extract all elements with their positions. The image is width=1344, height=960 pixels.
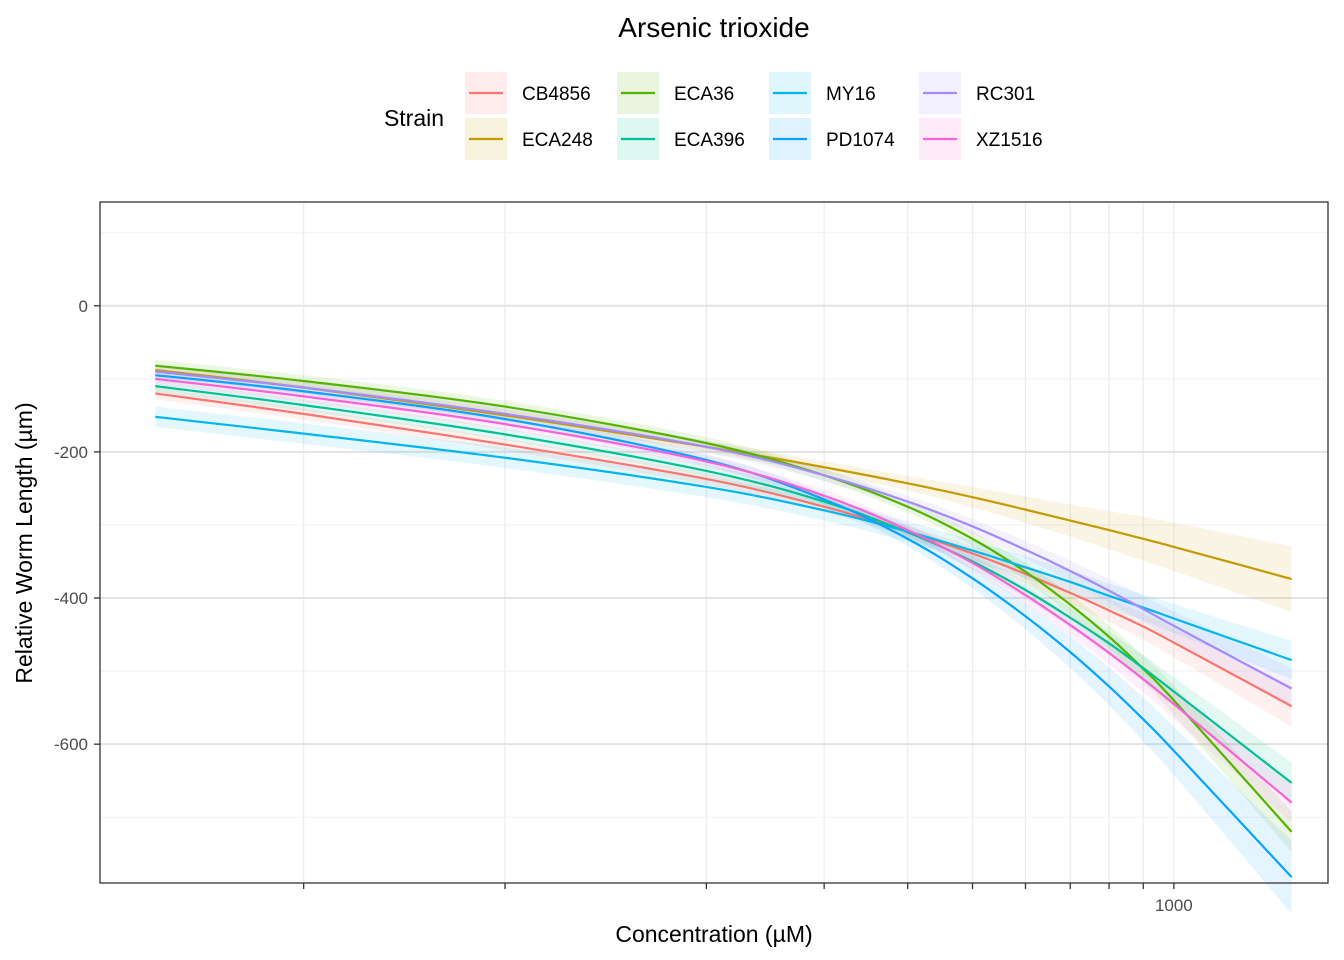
x-axis: 1000	[303, 883, 1193, 915]
y-axis: 0 -200 -400 -600	[54, 297, 100, 754]
x-axis-title: Concentration (µM)	[615, 921, 812, 947]
ribbon-ECA248	[155, 364, 1292, 612]
ribbon-PD1074	[155, 369, 1292, 914]
x-tick-label-0: 1000	[1155, 896, 1193, 915]
legend-label-PD1074: PD1074	[826, 130, 895, 151]
legend-label-ECA248: ECA248	[522, 130, 593, 151]
legend: Strain CB4856 ECA248 ECA36 ECA396 MY16 PD1074…	[384, 72, 1043, 160]
legend-title: Strain	[384, 105, 444, 131]
legend-label-CB4856: CB4856	[522, 84, 591, 105]
y-axis-title: Relative Worm Length (µm)	[11, 402, 37, 683]
y-tick-label-2: -400	[54, 589, 88, 608]
series-line-PD1074	[155, 374, 1293, 878]
y-tick-label-1: -200	[54, 443, 88, 462]
legend-label-ECA396: ECA396	[674, 130, 745, 151]
panel-border	[99, 201, 1329, 884]
plot-panel	[99, 201, 1329, 914]
ribbon-XZ1516	[155, 372, 1292, 824]
confidence-ribbons	[155, 359, 1292, 914]
y-tick-label-3: -600	[54, 735, 88, 754]
chart-title: Arsenic trioxide	[618, 12, 809, 43]
legend-label-RC301: RC301	[976, 84, 1035, 105]
series-line-RC301	[155, 370, 1293, 690]
ribbon-ECA36	[155, 359, 1292, 853]
y-tick-label-0: 0	[79, 297, 88, 316]
legend-label-ECA36: ECA36	[674, 84, 734, 105]
series-line-XZ1516	[155, 377, 1293, 804]
series-line-MY16	[155, 415, 1293, 662]
legend-label-XZ1516: XZ1516	[976, 130, 1043, 151]
legend-items: CB4856 ECA248 ECA36 ECA396 MY16 PD1074 RC301 XZ…	[465, 72, 1043, 160]
series-lines	[155, 364, 1293, 878]
ribbon-MY16	[155, 406, 1292, 680]
legend-label-MY16: MY16	[826, 84, 876, 105]
grid-minor	[100, 202, 1328, 883]
